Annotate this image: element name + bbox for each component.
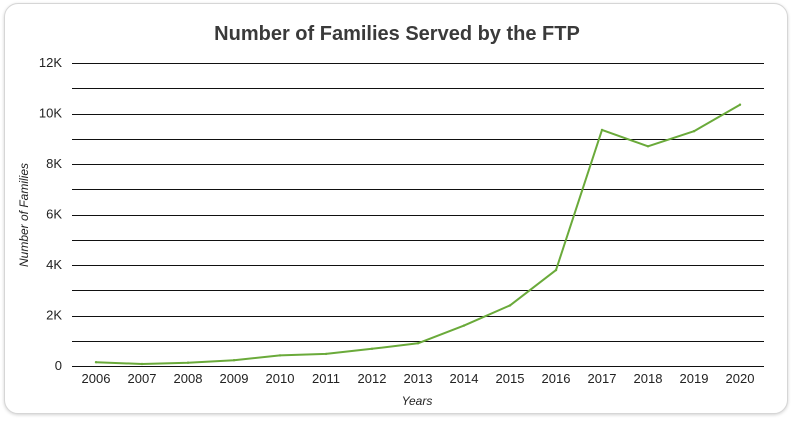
- data-point: [600, 128, 604, 132]
- y-tick-label: 2K: [46, 308, 62, 323]
- x-axis-label: Years: [402, 394, 433, 408]
- x-tick-label: 2010: [266, 371, 295, 386]
- x-tick-label: 2015: [496, 371, 525, 386]
- y-tick-label: 0: [55, 358, 62, 373]
- y-tick-label: 12K: [39, 55, 62, 70]
- x-tick-label: 2006: [82, 371, 111, 386]
- x-tick-labels: 2006 2007 2008 2009 2010 2011 2012 2013 2014 2015…: [82, 371, 755, 386]
- x-tick-label: 2014: [450, 371, 479, 386]
- y-axis-label: Number of Families: [17, 163, 31, 267]
- gridlines: [72, 63, 764, 367]
- data-point: [462, 324, 466, 327]
- y-tick-label: 4K: [46, 257, 62, 272]
- series-group: [94, 103, 742, 366]
- x-tick-label: 2016: [542, 371, 571, 386]
- y-tick-label: 8K: [46, 156, 62, 171]
- x-tick-label: 2007: [128, 371, 157, 386]
- x-tick-label: 2020: [726, 371, 755, 386]
- data-point: [94, 361, 98, 364]
- data-point: [140, 362, 144, 366]
- x-tick-label: 2018: [634, 371, 663, 386]
- data-point: [416, 342, 420, 345]
- data-point: [692, 130, 696, 133]
- data-point: [370, 347, 374, 350]
- data-point: [646, 145, 650, 148]
- x-tick-label: 2012: [358, 371, 387, 386]
- data-point: [186, 361, 190, 364]
- data-point: [278, 354, 282, 357]
- x-tick-label: 2017: [588, 371, 617, 386]
- data-point: [232, 359, 236, 362]
- chart-title: Number of Families Served by the FTP: [214, 23, 580, 45]
- data-point: [508, 304, 512, 307]
- data-point: [554, 268, 558, 272]
- y-tick-labels: 0 2K 4K 6K 8K 10K 12K: [39, 55, 62, 373]
- x-tick-label: 2009: [220, 371, 249, 386]
- data-point: [738, 103, 742, 106]
- x-tick-label: 2013: [404, 371, 433, 386]
- y-tick-label: 6K: [46, 207, 62, 222]
- x-tick-label: 2011: [312, 371, 340, 386]
- x-tick-label: 2019: [680, 371, 709, 386]
- data-point: [324, 352, 328, 356]
- x-tick-label: 2008: [174, 371, 203, 386]
- y-tick-label: 10K: [39, 106, 62, 121]
- series-line: [95, 103, 741, 365]
